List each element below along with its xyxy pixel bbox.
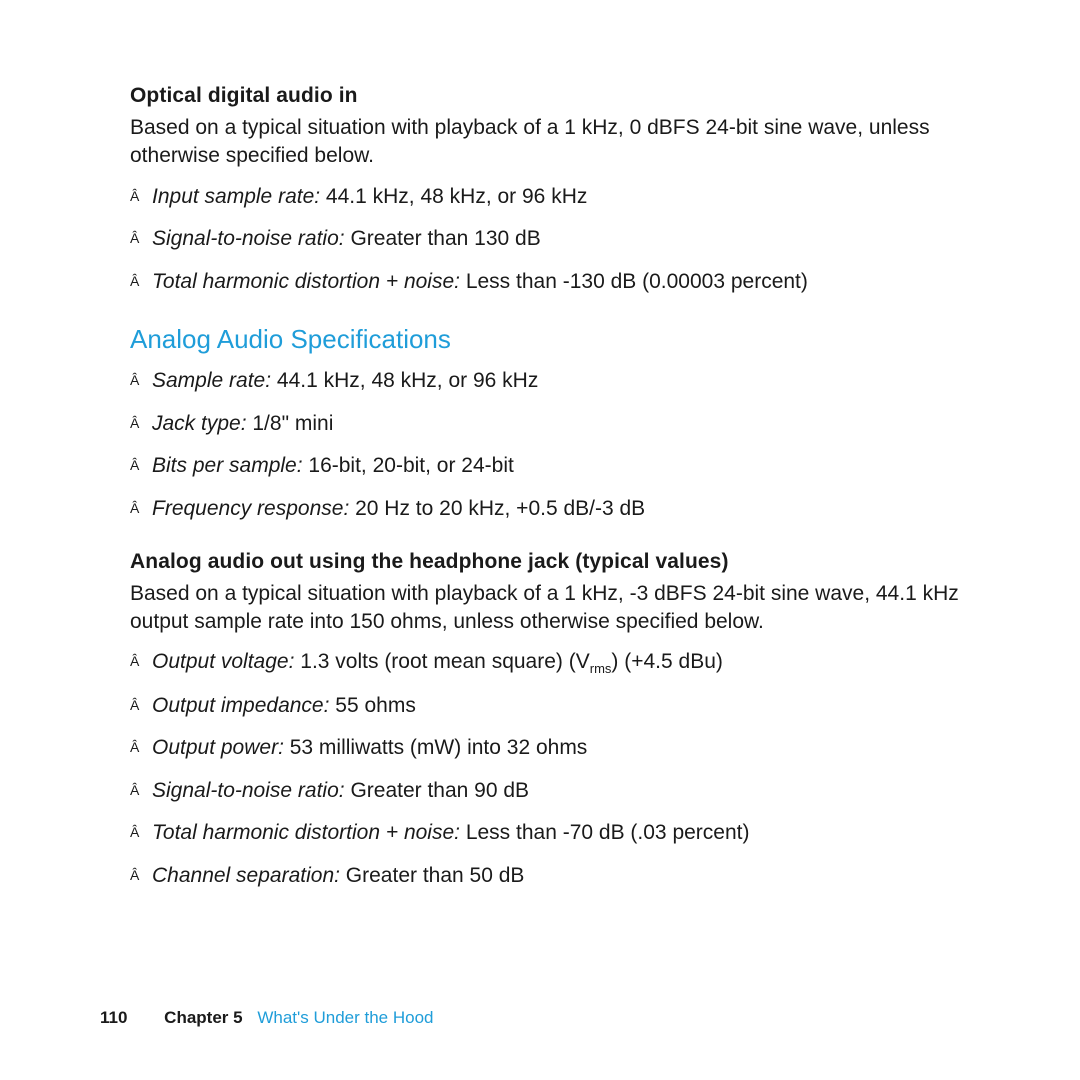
list-item: Output power: 53 milliwatts (mW) into 32… [130,732,970,765]
list-item: Signal-to-noise ratio: Greater than 130 … [130,223,970,256]
spec-value: Less than -130 dB (0.00003 percent) [460,270,808,293]
chapter-label: Chapter 5 [164,1008,242,1027]
analog-specs-title: Analog Audio Specifications [130,324,970,355]
spec-value: Greater than 130 dB [345,227,541,250]
spec-value: 44.1 kHz, 48 kHz, or 96 kHz [320,185,587,208]
spec-label: Total harmonic distortion + noise: [152,270,460,293]
optical-in-intro: Based on a typical situation with playba… [130,114,970,171]
page-number: 110 [100,1008,127,1027]
spec-value: 16-bit, 20-bit, or 24-bit [303,454,514,477]
list-item: Total harmonic distortion + noise: Less … [130,817,970,850]
list-item: Frequency response: 20 Hz to 20 kHz, +0.… [130,493,970,526]
spec-label: Input sample rate: [152,185,320,208]
spec-value: 20 Hz to 20 kHz, +0.5 dB/-3 dB [349,497,645,520]
spec-label: Signal-to-noise ratio: [152,779,345,802]
spec-label: Channel separation: [152,864,340,887]
list-item: Sample rate: 44.1 kHz, 48 kHz, or 96 kHz [130,365,970,398]
spec-value: 53 milliwatts (mW) into 32 ohms [284,736,587,759]
spec-value: 1.3 volts (root mean square) (Vrms) (+4.… [294,650,722,673]
spec-value: Greater than 90 dB [345,779,529,802]
spec-label: Bits per sample: [152,454,303,477]
optical-in-list: Input sample rate: 44.1 kHz, 48 kHz, or … [130,181,970,299]
spec-value: 1/8" mini [247,412,334,435]
list-item: Input sample rate: 44.1 kHz, 48 kHz, or … [130,181,970,214]
document-page: Optical digital audio in Based on a typi… [0,0,1080,1080]
spec-label: Output power: [152,736,284,759]
spec-label: Signal-to-noise ratio: [152,227,345,250]
list-item: Output voltage: 1.3 volts (root mean squ… [130,646,970,679]
list-item: Signal-to-noise ratio: Greater than 90 d… [130,775,970,808]
optical-in-heading: Optical digital audio in [130,84,970,108]
spec-value: 55 ohms [329,694,415,717]
spec-value: 44.1 kHz, 48 kHz, or 96 kHz [271,369,538,392]
spec-label: Sample rate: [152,369,271,392]
spec-label: Frequency response: [152,497,349,520]
chapter-title: What's Under the Hood [257,1008,433,1027]
headphone-heading: Analog audio out using the headphone jac… [130,550,970,574]
list-item: Total harmonic distortion + noise: Less … [130,266,970,299]
spec-value: Greater than 50 dB [340,864,524,887]
list-item: Output impedance: 55 ohms [130,690,970,723]
list-item: Jack type: 1/8" mini [130,408,970,441]
list-item: Bits per sample: 16-bit, 20-bit, or 24-b… [130,450,970,483]
headphone-list: Output voltage: 1.3 volts (root mean squ… [130,646,970,892]
headphone-intro: Based on a typical situation with playba… [130,580,970,637]
spec-label: Jack type: [152,412,247,435]
spec-value: Less than -70 dB (.03 percent) [460,821,750,844]
spec-label: Output impedance: [152,694,329,717]
spec-label: Total harmonic distortion + noise: [152,821,460,844]
page-footer: 110 Chapter 5 What's Under the Hood [100,1008,434,1028]
analog-specs-list: Sample rate: 44.1 kHz, 48 kHz, or 96 kHz… [130,365,970,525]
spec-label: Output voltage: [152,650,294,673]
list-item: Channel separation: Greater than 50 dB [130,860,970,893]
